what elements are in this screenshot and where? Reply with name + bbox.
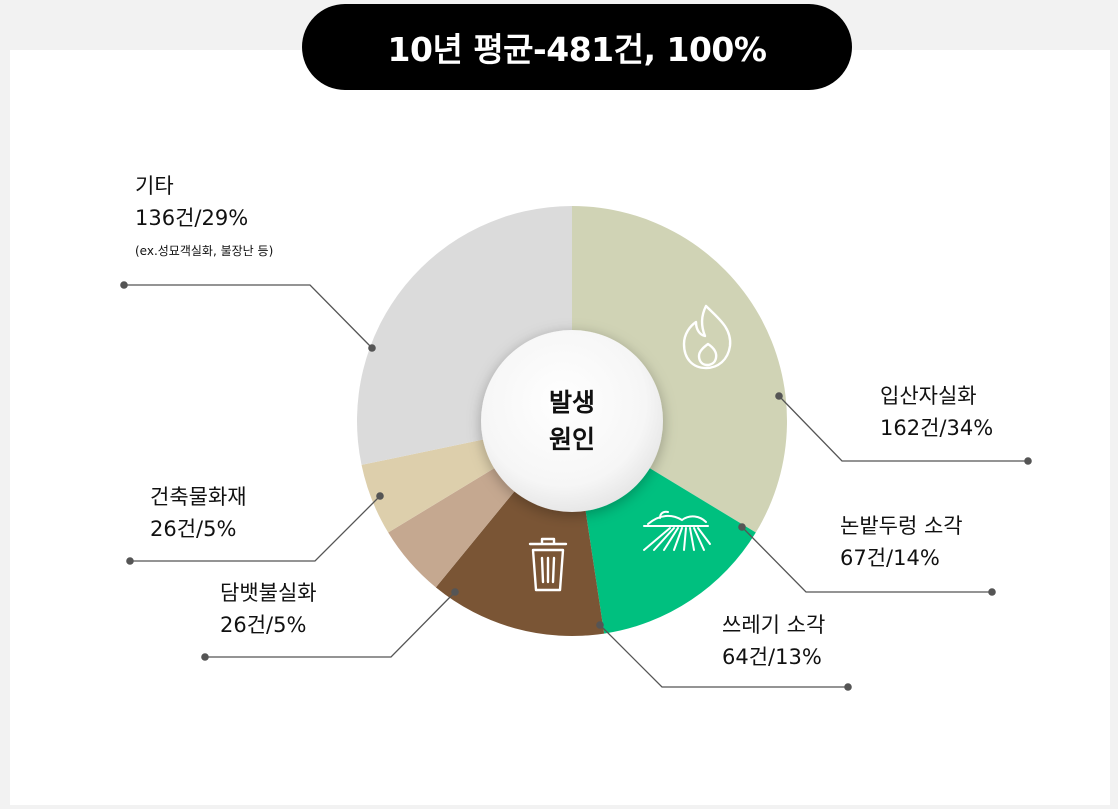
center-label: 발생 원인 xyxy=(481,331,663,511)
slice-value: 136건/29% xyxy=(135,206,249,230)
leader-dot-2-1 xyxy=(844,683,852,691)
slice-label: 기타 xyxy=(135,174,174,198)
leader-dot-4-0 xyxy=(376,492,384,500)
leader-line-1 xyxy=(741,526,992,593)
label-slice-3: 담뱃불실화 26건/5% xyxy=(220,577,317,641)
leader-dot-0-0 xyxy=(775,392,783,400)
leader-line-5 xyxy=(124,284,373,349)
slice-note: (ex.성묘객실화, 불장난 등) xyxy=(135,244,274,258)
leader-line-2 xyxy=(599,624,848,688)
slice-value: 26건/5% xyxy=(220,613,307,637)
trash-icon xyxy=(528,537,568,592)
leader-dot-3-1 xyxy=(201,653,209,661)
leader-dot-1-1 xyxy=(988,588,996,596)
leader-dot-0-1 xyxy=(1024,457,1032,465)
label-slice-0: 입산자실화 162건/34% xyxy=(880,380,993,444)
leader-line-4 xyxy=(130,495,381,562)
leader-dot-1-0 xyxy=(738,523,746,531)
leader-dot-4-1 xyxy=(126,557,134,565)
center-label-line1: 발생 xyxy=(548,388,595,417)
label-slice-2: 쓰레기 소각 64건/13% xyxy=(722,609,825,673)
leader-dot-5-0 xyxy=(368,344,376,352)
slice-value: 26건/5% xyxy=(150,517,237,541)
leader-dot-5-1 xyxy=(120,281,128,289)
slice-label: 건축물화재 xyxy=(150,485,247,509)
slice-value: 67건/14% xyxy=(840,546,940,570)
leader-line-3 xyxy=(205,591,456,658)
slice-label: 담뱃불실화 xyxy=(220,581,317,605)
slice-value: 162건/34% xyxy=(880,416,994,440)
leader-line-0 xyxy=(778,395,1028,462)
center-label-line2: 원인 xyxy=(548,425,595,454)
leader-dot-2-0 xyxy=(596,621,604,629)
center-disc xyxy=(481,330,663,512)
slice-label: 논밭두렁 소각 xyxy=(840,514,963,538)
leader-dot-3-0 xyxy=(451,588,459,596)
label-slice-5: 기타 136건/29% (ex.성묘객실화, 불장난 등) xyxy=(135,170,273,260)
field-icon xyxy=(643,510,711,551)
slice-label: 입산자실화 xyxy=(880,384,977,408)
label-slice-4: 건축물화재 26건/5% xyxy=(150,481,247,545)
chart-title: 10년 평균-481건, 100% xyxy=(302,4,852,90)
slice-value: 64건/13% xyxy=(722,645,822,669)
fire-icon xyxy=(682,304,732,370)
slice-label: 쓰레기 소각 xyxy=(722,613,826,637)
label-slice-1: 논밭두렁 소각 67건/14% xyxy=(840,510,963,574)
